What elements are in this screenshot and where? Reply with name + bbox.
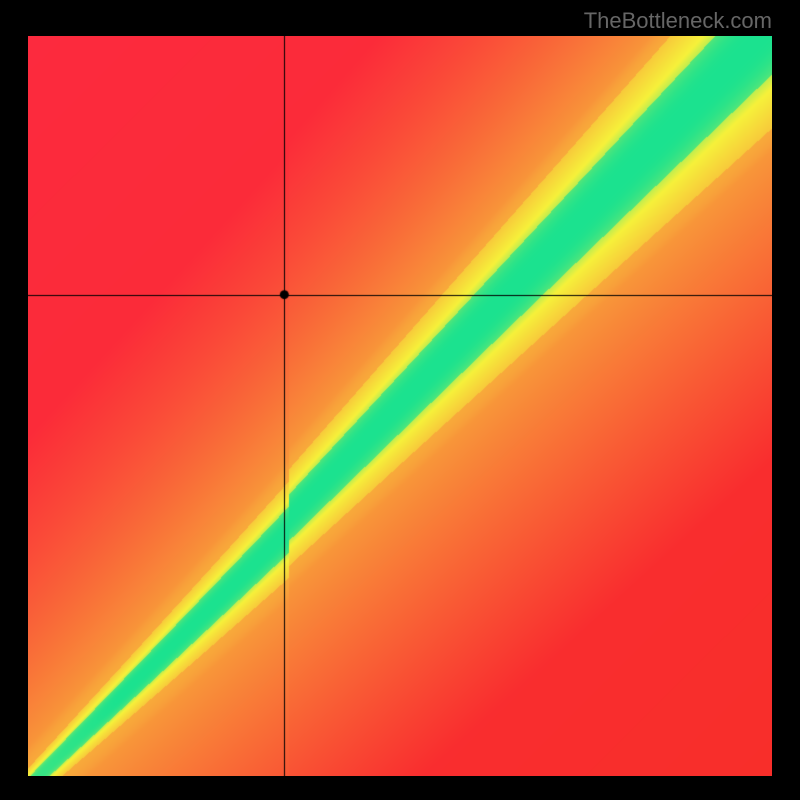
plot-area — [28, 36, 772, 776]
heatmap-canvas — [28, 36, 772, 776]
chart-container: TheBottleneck.com — [0, 0, 800, 800]
watermark-text: TheBottleneck.com — [584, 8, 772, 34]
